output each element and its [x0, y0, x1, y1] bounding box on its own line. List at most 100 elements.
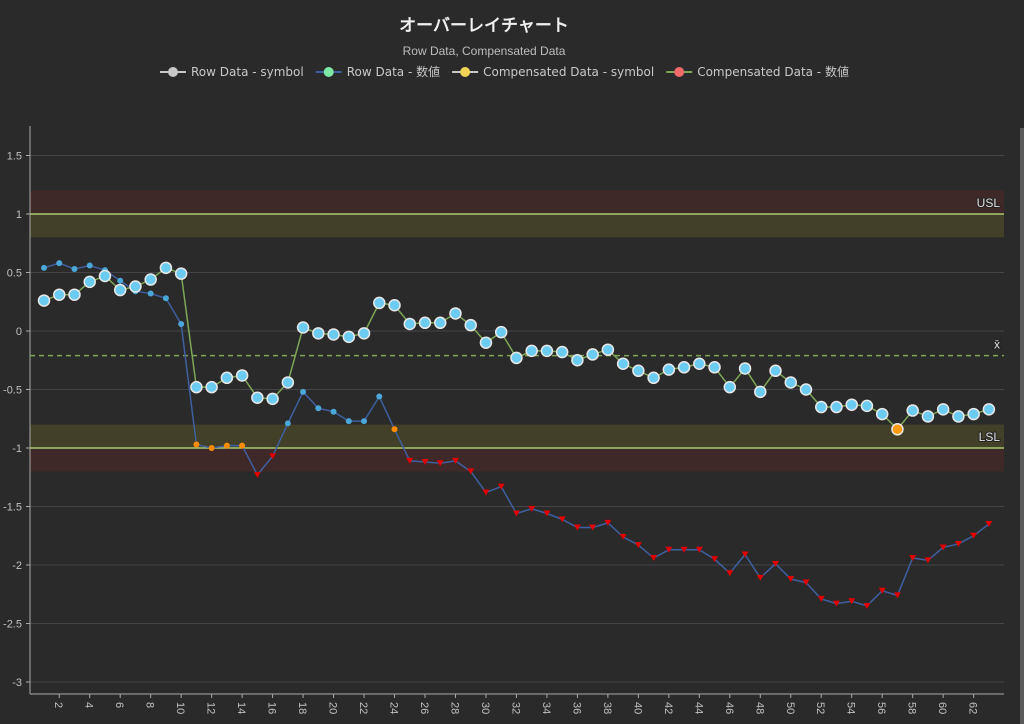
data-point [601, 343, 615, 356]
alarm-point [787, 576, 795, 583]
data-point [693, 357, 706, 371]
legend-item[interactable]: Compensated Data - 数値 [666, 64, 849, 79]
data-point [37, 294, 51, 307]
alarm-point [954, 540, 962, 547]
legend-label: Row Data - symbol [191, 65, 304, 79]
data-point [571, 354, 584, 367]
y-tick-label: -3 [12, 677, 22, 689]
x-tick-label: 34 [540, 702, 552, 714]
alarm-point [436, 460, 444, 467]
data-point [860, 399, 874, 413]
legend-marker-icon [460, 67, 471, 77]
x-tick-label: 10 [174, 702, 186, 714]
data-point [388, 299, 401, 312]
data-point [41, 264, 47, 271]
data-point [342, 330, 356, 344]
data-point [845, 398, 858, 411]
alarm-point [451, 457, 459, 464]
y-tick-label: -0.5 [3, 385, 22, 397]
scrollbar[interactable] [1020, 128, 1024, 724]
x-tick-label: 54 [845, 702, 857, 714]
alarm-point [253, 471, 261, 478]
data-point [315, 405, 322, 412]
alarm-point [406, 457, 414, 464]
alarm-point [497, 483, 505, 490]
x-tick-label: 38 [601, 702, 613, 714]
data-point [494, 325, 508, 339]
x-tick-label: 2 [52, 702, 64, 708]
legend-item[interactable]: Row Data - symbol [160, 65, 304, 79]
x-tick-label: 12 [205, 702, 217, 714]
alarm-point [634, 542, 642, 549]
alarm-point [589, 524, 597, 531]
alarm-point [756, 574, 764, 581]
data-point [586, 348, 599, 361]
data-point [117, 277, 124, 284]
warning-point [208, 445, 215, 451]
alarm-point [802, 579, 810, 586]
alarm-point [878, 587, 886, 594]
y-tick-label: -1.5 [3, 502, 22, 514]
legend-label: Row Data - 数値 [347, 64, 440, 79]
data-point [799, 383, 813, 396]
x-tick-label: 20 [327, 702, 339, 714]
data-point [708, 361, 721, 374]
legend-item[interactable]: Compensated Data - symbol [452, 65, 654, 79]
data-point [464, 318, 477, 332]
legend-item[interactable]: Row Data - 数値 [315, 64, 440, 79]
warning-point [223, 442, 230, 449]
x-tick-label: 36 [570, 702, 582, 714]
alarm-point [619, 533, 627, 540]
alarm-point [573, 524, 581, 531]
data-point [373, 296, 386, 310]
warning-point [391, 426, 398, 433]
data-point [129, 280, 142, 293]
x-tick-label: 52 [814, 702, 826, 714]
legend: Row Data - symbol Row Data - 数値 Compensate… [160, 64, 849, 79]
data-point [723, 380, 737, 394]
alarm-point [269, 453, 277, 460]
alarm-point [482, 489, 490, 496]
data-point [178, 320, 185, 327]
alarm-point [695, 546, 703, 553]
alarm-point [893, 592, 901, 599]
data-point [162, 295, 169, 302]
x-tick-label: 40 [631, 702, 643, 714]
data-point [98, 269, 112, 283]
data-point [510, 351, 523, 365]
data-point [296, 321, 310, 334]
data-point [361, 418, 368, 425]
legend-marker-icon [674, 67, 685, 77]
data-point [875, 407, 889, 421]
warning-point [239, 442, 246, 449]
data-point [647, 371, 660, 385]
data-point [936, 403, 950, 416]
data-point [632, 364, 645, 378]
x-tick-label: 14 [235, 702, 247, 714]
data-point [754, 385, 767, 399]
alarm-point [817, 595, 825, 602]
data-point [144, 273, 157, 286]
alarm-point [650, 554, 658, 561]
data-point [345, 418, 352, 425]
series-row-data [41, 260, 993, 609]
data-point [56, 260, 63, 267]
data-point [86, 262, 93, 269]
lsl-label: LSL [979, 430, 1001, 444]
data-point [769, 364, 782, 378]
alarm-point [741, 551, 749, 558]
data-point [479, 336, 493, 349]
mean-label: x̄ [994, 338, 1000, 352]
data-point [982, 403, 996, 416]
x-tick-label: 46 [723, 702, 735, 714]
data-point [147, 290, 154, 297]
lsl-warning-band [30, 424, 1004, 448]
x-tick-label: 28 [448, 702, 460, 714]
x-tick-label: 22 [357, 702, 369, 714]
data-point [921, 410, 935, 423]
data-point [68, 288, 81, 301]
alarm-point [680, 546, 688, 553]
x-tick-label: 56 [875, 702, 887, 714]
data-point [830, 400, 843, 414]
data-point [376, 393, 383, 400]
